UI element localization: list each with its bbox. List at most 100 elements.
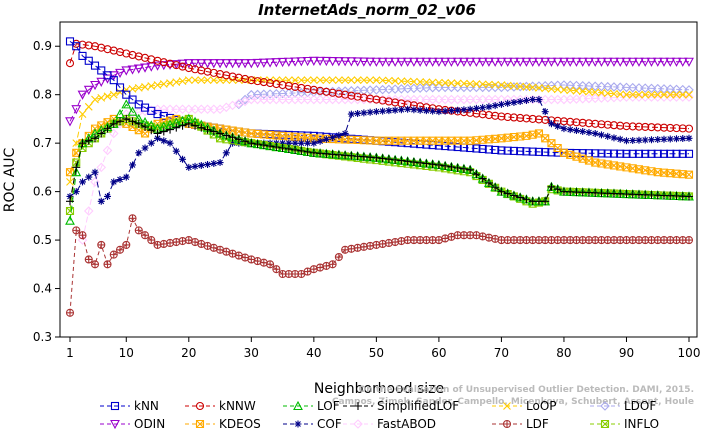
data-point: [253, 140, 262, 149]
data-point: [216, 76, 224, 85]
data-point: [234, 99, 244, 110]
data-point: [428, 141, 437, 150]
data-point: [391, 76, 400, 85]
data-point: [77, 235, 88, 245]
x-tick-label: 20: [181, 346, 196, 360]
data-point: [347, 76, 356, 85]
data-point: [340, 57, 351, 67]
data-point: [559, 117, 568, 126]
data-point: [629, 136, 637, 144]
data-point: [346, 57, 357, 67]
data-point: [577, 80, 588, 91]
data-point: [97, 129, 106, 138]
data-point: [377, 57, 388, 67]
data-point: [472, 170, 481, 179]
data-point: [604, 132, 612, 140]
data-point: [222, 71, 231, 80]
data-point: [622, 137, 630, 145]
data-point: [360, 109, 368, 117]
data-point: [646, 57, 657, 67]
data-point: [240, 94, 250, 105]
legend-marker: [503, 402, 511, 410]
data-point: [122, 114, 131, 123]
data-point: [491, 102, 499, 110]
data-point: [152, 61, 163, 71]
data-point: [477, 57, 488, 67]
data-point: [402, 57, 413, 67]
data-point: [434, 141, 443, 150]
data-point: [272, 143, 281, 152]
data-point: [216, 159, 224, 167]
y-tick-label: 0.9: [33, 39, 52, 53]
data-point: [552, 57, 563, 67]
data-point: [334, 94, 344, 105]
data-point: [154, 134, 162, 142]
data-point: [215, 59, 225, 69]
data-point: [422, 78, 431, 86]
data-point: [327, 94, 338, 105]
data-point: [272, 79, 281, 89]
x-tick-label: 40: [306, 346, 321, 360]
data-point: [272, 265, 281, 274]
data-point: [202, 59, 213, 69]
data-point: [671, 57, 682, 67]
data-point: [78, 40, 87, 49]
data-point: [183, 59, 194, 69]
data-point: [159, 127, 168, 136]
data-point: [684, 92, 694, 102]
data-point: [316, 86, 325, 95]
data-point: [222, 149, 230, 157]
data-point: [477, 82, 488, 93]
data-point: [484, 82, 494, 93]
data-point: [410, 77, 418, 86]
data-point: [566, 117, 575, 126]
data-point: [591, 88, 600, 97]
data-point: [528, 236, 537, 245]
data-point: [584, 57, 594, 67]
data-point: [471, 94, 482, 105]
data-point: [115, 68, 125, 79]
x-tick-label: 60: [431, 346, 446, 360]
y-tick-label: 0.3: [33, 330, 52, 344]
x-tick-label: 80: [556, 346, 571, 360]
data-point: [647, 90, 656, 99]
data-point: [209, 127, 218, 136]
series-ldf: [65, 214, 694, 317]
data-point: [685, 192, 693, 201]
legend-label: kNNW: [219, 399, 256, 413]
data-point: [634, 57, 644, 67]
data-point: [410, 106, 418, 114]
data-point: [522, 147, 531, 156]
data-point: [353, 76, 362, 85]
data-point: [627, 82, 638, 93]
data-point: [333, 57, 344, 67]
data-point: [66, 178, 74, 186]
data-point: [471, 57, 482, 67]
data-point: [259, 94, 269, 105]
data-point: [172, 147, 180, 155]
data-point: [497, 112, 506, 121]
data-point: [484, 110, 493, 120]
data-point: [516, 82, 525, 91]
data-point: [347, 110, 355, 118]
x-tick-label: 50: [369, 346, 384, 360]
data-point: [621, 82, 632, 93]
data-point: [65, 117, 75, 127]
data-point: [108, 71, 119, 81]
data-point: [234, 76, 243, 85]
data-point: [252, 58, 263, 69]
data-point: [172, 78, 181, 86]
data-point: [529, 96, 537, 104]
data-point: [503, 112, 512, 122]
data-point: [315, 56, 326, 67]
data-point: [334, 89, 343, 98]
data-point: [304, 139, 312, 147]
data-point: [672, 135, 680, 143]
data-point: [684, 170, 694, 179]
data-point: [97, 240, 106, 249]
data-point: [302, 94, 313, 105]
data-point: [109, 90, 118, 99]
data-point: [510, 82, 518, 90]
y-tick-label: 0.6: [33, 185, 52, 199]
data-point: [371, 57, 382, 67]
